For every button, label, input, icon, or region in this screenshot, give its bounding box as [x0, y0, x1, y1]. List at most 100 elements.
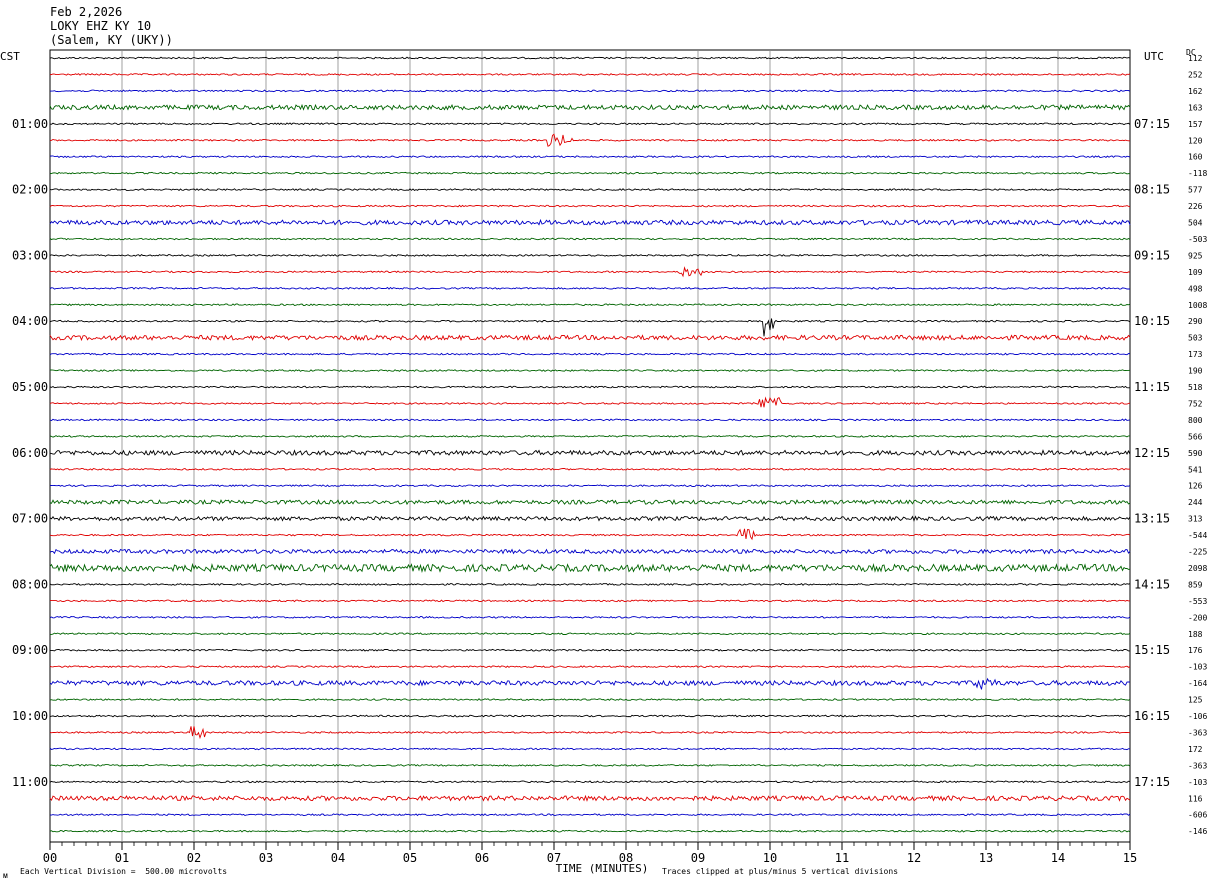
x-tick-label: 09	[691, 851, 705, 865]
trace-line	[49, 726, 1131, 740]
x-tick-label: 10	[763, 851, 777, 865]
trace-line	[49, 582, 1131, 586]
x-tick-label: 03	[259, 851, 273, 865]
date-label: Feb 2,2026	[50, 5, 123, 19]
dc-offset-label: 244	[1188, 498, 1203, 507]
left-time-label: 01:00	[12, 117, 48, 131]
dc-offset-label: -106	[1188, 712, 1207, 721]
dc-offset-label: -503	[1188, 235, 1207, 244]
trace-line	[49, 780, 1131, 784]
left-time-label: 07:00	[12, 512, 48, 526]
left-time-label: 10:00	[12, 709, 48, 723]
dc-offset-label: 176	[1188, 646, 1203, 655]
dc-offset-label: 498	[1188, 284, 1203, 293]
dc-offset-label: 518	[1188, 383, 1203, 392]
trace-line	[49, 204, 1131, 208]
dc-offset-label: -553	[1188, 597, 1207, 606]
dc-offset-label: -544	[1188, 531, 1207, 540]
dc-offset-label: 2098	[1188, 564, 1207, 573]
dc-offset-label: 125	[1188, 696, 1203, 705]
trace-line	[49, 369, 1131, 372]
trace-line	[49, 218, 1131, 226]
left-time-label: 05:00	[12, 380, 48, 394]
x-tick-label: 08	[619, 851, 633, 865]
left-time-label: 03:00	[12, 248, 48, 262]
trace-line	[49, 396, 1131, 408]
x-axis-label: TIME (MINUTES)	[556, 862, 649, 875]
location-label: (Salem, KY (UKY))	[50, 33, 173, 47]
dc-offset-label: 313	[1188, 515, 1203, 524]
trace-line	[49, 385, 1130, 389]
dc-offset-label: 173	[1188, 350, 1203, 359]
dc-offset-label: 541	[1188, 465, 1203, 474]
trace-line	[49, 266, 1131, 278]
right-time-label: 11:15	[1134, 380, 1170, 394]
trace-line	[49, 665, 1131, 669]
dc-offset-label: 925	[1188, 251, 1203, 260]
right-time-label: 14:15	[1134, 577, 1170, 591]
right-time-label: 10:15	[1134, 314, 1170, 328]
x-tick-label: 00	[43, 851, 57, 865]
trace-line	[49, 73, 1131, 76]
trace-line	[49, 352, 1131, 356]
plot-frame	[49, 49, 1131, 843]
dc-offset-label: 590	[1188, 449, 1203, 458]
left-time-label: 06:00	[12, 446, 48, 460]
trace-line	[49, 763, 1131, 767]
trace-line	[49, 434, 1130, 438]
trace-line	[49, 318, 1131, 337]
dc-offset-label: 160	[1188, 153, 1203, 162]
right-time-label: 09:15	[1134, 248, 1170, 262]
trace-line	[49, 714, 1131, 718]
dc-offset-label: 290	[1188, 317, 1203, 326]
right-time-label: 12:15	[1134, 446, 1170, 460]
dc-offset-label: -146	[1188, 827, 1207, 836]
x-tick-label: 15	[1123, 851, 1137, 865]
dc-offset-label: -363	[1188, 728, 1207, 737]
x-tick-label: 02	[187, 851, 201, 865]
trace-line	[50, 648, 1130, 652]
trace-line	[49, 747, 1131, 751]
dc-offset-label: 162	[1188, 87, 1203, 96]
trace-line	[49, 56, 1131, 60]
trace-line	[50, 632, 1131, 636]
dc-offset-label: 503	[1188, 334, 1203, 343]
left-time-label: 11:00	[12, 775, 48, 789]
trace-line	[49, 418, 1131, 422]
x-tick-label: 01	[115, 851, 129, 865]
dc-offset-label: 859	[1188, 580, 1203, 589]
left-timezone-label: CST	[0, 50, 20, 63]
trace-line	[49, 615, 1131, 619]
left-time-label: 08:00	[12, 577, 48, 591]
dc-offset-label: 116	[1188, 794, 1203, 803]
trace-line	[49, 698, 1131, 701]
right-time-label: 07:15	[1134, 117, 1170, 131]
trace-line	[49, 498, 1131, 506]
trace-line	[50, 303, 1131, 307]
dc-offset-label: 752	[1188, 399, 1203, 408]
left-time-label: 02:00	[12, 183, 48, 197]
x-tick-label: 04	[331, 851, 345, 865]
x-tick-label: 12	[907, 851, 921, 865]
dc-offset-label: 188	[1188, 630, 1203, 639]
station-label: LOKY EHZ KY 10	[50, 19, 152, 33]
dc-offset-label: 1008	[1188, 301, 1207, 310]
dc-offset-label: 252	[1188, 70, 1203, 79]
dc-offset-label: -200	[1188, 613, 1207, 622]
x-tick-label: 13	[979, 851, 993, 865]
dc-offset-label: 126	[1188, 482, 1203, 491]
clip-note: Traces clipped at plus/minus 5 vertical …	[662, 867, 899, 876]
x-tick-label: 11	[835, 851, 849, 865]
dc-offset-label: 172	[1188, 745, 1203, 754]
trace-line	[49, 286, 1130, 290]
dc-offset-label: 226	[1188, 202, 1203, 211]
right-time-label: 13:15	[1134, 512, 1170, 526]
x-tick-label: 07	[547, 851, 561, 865]
dc-label: DC	[1186, 48, 1196, 57]
right-time-label: 17:15	[1134, 775, 1170, 789]
dc-offset-label: 120	[1188, 136, 1203, 145]
trace-line	[49, 133, 1130, 147]
trace-line	[49, 829, 1131, 833]
scale-note: Each Vertical Division = 500.00 microvol…	[20, 867, 228, 876]
